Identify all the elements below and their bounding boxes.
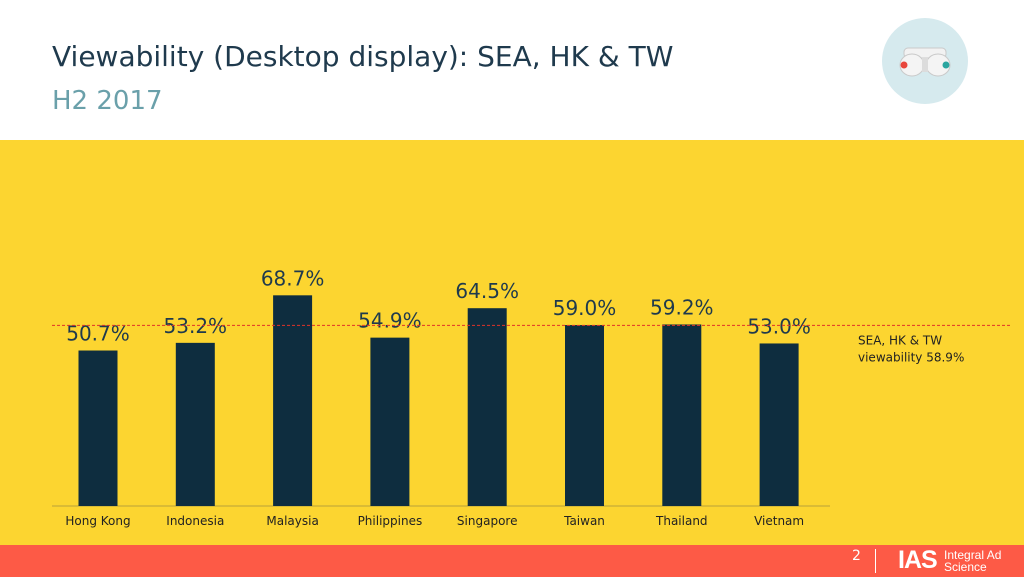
brand-name: Integral Ad Science — [944, 548, 1002, 574]
brand-logo: IAS — [898, 546, 938, 574]
data-label: 53.0% — [747, 314, 811, 338]
data-label: 59.0% — [553, 296, 617, 320]
bar — [467, 308, 507, 506]
binoculars-icon — [882, 18, 968, 104]
binoculars-icon-graphic — [899, 47, 951, 77]
footer-bar — [0, 545, 1024, 577]
page-number: 2 — [852, 548, 861, 564]
x-tick-label: Indonesia — [166, 514, 224, 528]
bar — [759, 343, 799, 506]
footer-divider — [875, 549, 876, 573]
x-tick-label: Taiwan — [563, 514, 605, 528]
reference-line-label: viewability 58.9% — [858, 350, 964, 364]
slide-title: Viewability (Desktop display): SEA, HK &… — [52, 40, 674, 73]
bar — [273, 295, 313, 506]
bar — [370, 337, 410, 506]
x-tick-label: Singapore — [457, 514, 518, 528]
x-tick-label: Malaysia — [266, 514, 318, 528]
x-tick-label: Hong Kong — [65, 514, 130, 528]
data-label: 64.5% — [455, 279, 519, 303]
bar — [565, 325, 604, 506]
data-label: 54.9% — [358, 309, 422, 333]
data-label: 68.7% — [261, 266, 325, 290]
chart-area: 50.7% Hong Kong 53.2% Indonesia 68.7% Malaysi… — [0, 140, 1024, 545]
x-tick-label: Thailand — [655, 514, 708, 528]
reference-line-label: SEA, HK & TW — [858, 333, 942, 347]
bar — [662, 324, 702, 506]
x-tick-label: Vietnam — [754, 514, 804, 528]
bar — [78, 350, 118, 506]
slide-subtitle: H2 2017 — [52, 86, 163, 116]
bar-chart: 50.7%Hong Kong53.2%Indonesia68.7%Malaysi… — [52, 266, 1010, 528]
data-label: 59.2% — [650, 295, 714, 319]
bar — [175, 342, 215, 506]
x-tick-label: Philippines — [358, 514, 423, 528]
